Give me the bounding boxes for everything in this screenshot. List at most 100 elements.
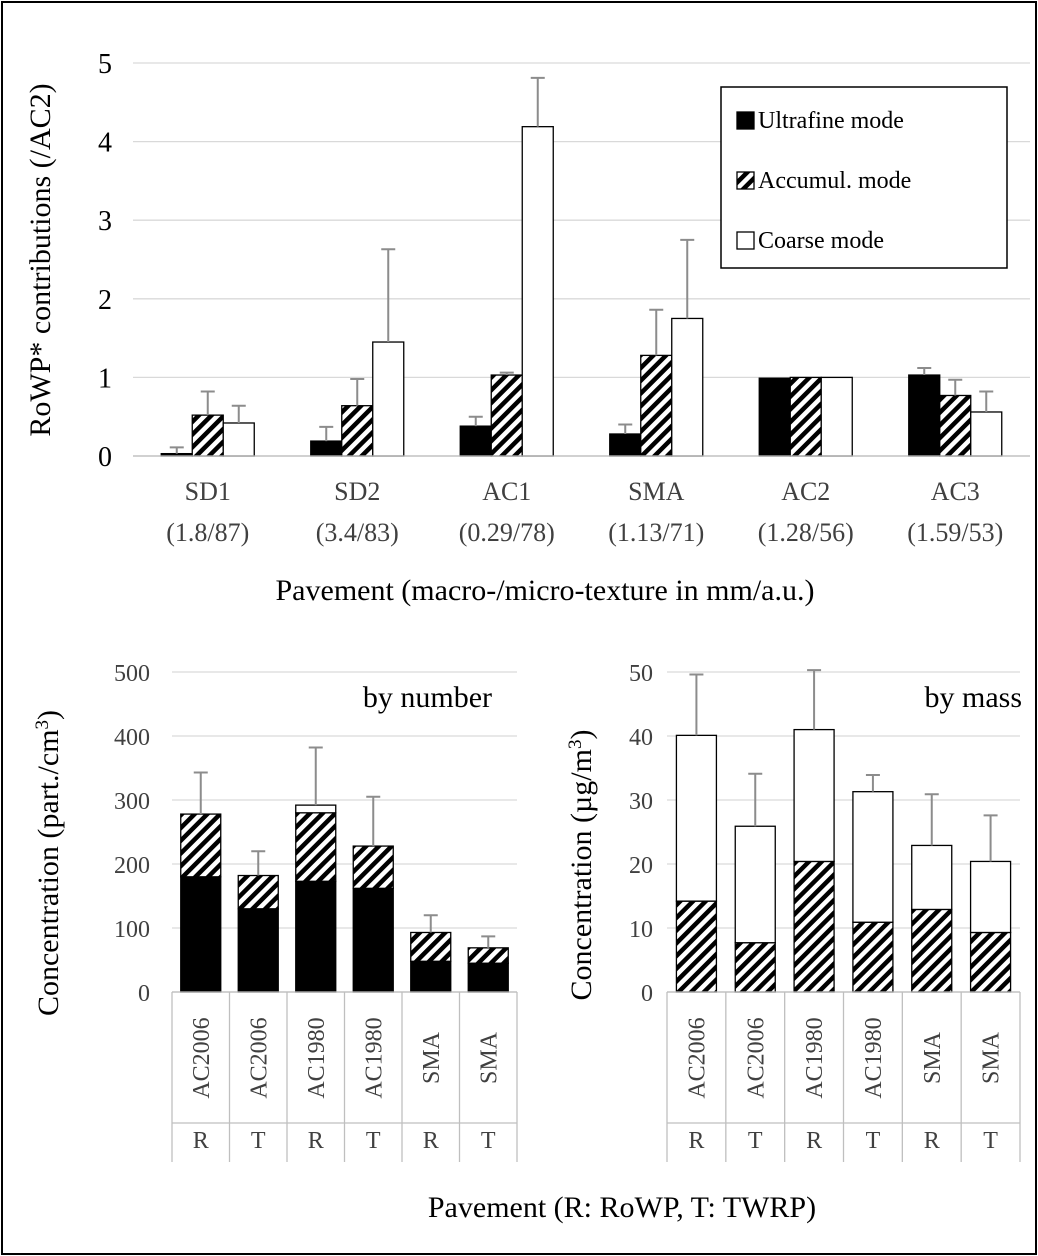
error-bar <box>366 795 381 847</box>
error-bar <box>979 390 994 412</box>
number-bars <box>171 746 518 1162</box>
mass-y-tick-labels: 0 10 20 30 40 50 <box>629 661 653 1007</box>
legend-swatch-accumul <box>736 171 755 190</box>
error-bar <box>381 248 396 343</box>
top-x-tick-label: SD2 <box>334 477 380 506</box>
br-x-tick-label: AC1980 <box>802 1017 828 1098</box>
stack-segment-solid <box>352 887 394 993</box>
top-x-axis-label: Pavement (macro-/micro-texture in mm/a.u… <box>276 574 815 607</box>
error-bar <box>193 771 208 815</box>
error-bar <box>169 446 184 454</box>
bar-hatched <box>640 354 673 457</box>
number-y-axis-label-end: ) <box>32 710 65 720</box>
br-y-tick-label: 50 <box>629 661 653 687</box>
error-bar <box>251 850 266 876</box>
bl-y-tick-label: 400 <box>114 725 150 751</box>
stack-segment-hatched <box>793 860 835 993</box>
bar-open <box>970 411 1003 457</box>
stack-segment-hatched <box>237 874 279 910</box>
br-x-tick-label: SMA <box>979 1031 1005 1084</box>
bar-open <box>820 376 853 457</box>
error-bar <box>865 774 880 792</box>
bottom-x-axis-label: Pavement (R: RoWP, T: TWRP) <box>428 1191 816 1224</box>
br-y-tick-label: 40 <box>629 725 653 751</box>
br-x-code-label: T <box>748 1128 763 1154</box>
mass-y-axis-label-main: Concentration (µg/m <box>565 749 598 1000</box>
bar-solid <box>310 440 343 457</box>
bar-solid <box>908 374 941 457</box>
bl-x-tick-label: SMA <box>476 1031 502 1084</box>
br-y-tick-label: 0 <box>641 981 653 1007</box>
legend-label-coarse: Coarse mode <box>758 228 884 254</box>
br-x-code-label: R <box>924 1128 940 1154</box>
number-y-axis-label: Concentration (part./cm3) <box>32 710 66 1016</box>
mass-y-axis-label-sup: 3 <box>565 740 586 750</box>
bar-hatched <box>341 405 374 457</box>
top-bars <box>133 76 1030 457</box>
error-bar <box>308 746 323 806</box>
stack-segment-hatched <box>734 942 776 993</box>
stack-segment-open <box>852 791 894 923</box>
top-x-tick-label: AC2 <box>781 477 830 506</box>
stack-segment-solid <box>467 962 509 993</box>
br-y-tick-label: 10 <box>629 917 653 943</box>
br-x-code-label: R <box>688 1128 704 1154</box>
legend-swatch-ultrafine <box>736 111 755 130</box>
error-bar <box>917 366 932 376</box>
bl-x-tick-label: AC1980 <box>361 1017 387 1098</box>
top-chart: 0 1 2 3 4 5 SD1 (1.8/87) SD2 (3.4/83) AC1 (0.29/78… <box>24 49 1030 607</box>
stack-segment-hatched <box>911 908 953 993</box>
br-y-tick-label: 20 <box>629 853 653 879</box>
top-x-tick-sublabel: (1.13/71) <box>608 518 704 547</box>
legend-label-ultrafine: Ultrafine mode <box>758 108 904 134</box>
number-y-axis-label-sup: 3 <box>32 720 53 730</box>
top-y-tick-label: 1 <box>98 363 112 394</box>
mass-y-axis-label-end: ) <box>565 730 598 740</box>
mass-chart: 0 10 20 30 40 50 AC2006 R AC2006 T AC1980 R AC1980 T… <box>565 661 1023 1162</box>
br-x-tick-label: SMA <box>920 1031 946 1084</box>
top-y-tick-label: 5 <box>98 49 112 80</box>
legend-label-accumul: Accumul. mode <box>758 168 911 194</box>
top-y-tick-labels: 0 1 2 3 4 5 <box>98 49 112 473</box>
mass-y-axis-label: Concentration (µg/m3) <box>565 730 599 1001</box>
bl-y-tick-label: 0 <box>138 981 150 1007</box>
top-y-tick-label: 4 <box>98 128 112 159</box>
bar-hatched <box>939 394 972 457</box>
error-bar <box>924 793 939 846</box>
number-y-axis-label-main: Concentration (part./cm <box>32 729 65 1016</box>
bl-x-code-label: R <box>193 1128 209 1154</box>
error-bar <box>423 914 438 933</box>
mass-bars <box>666 669 1021 1162</box>
stack-segment-hatched <box>352 845 394 889</box>
legend-swatch-coarse <box>736 231 755 250</box>
bl-y-tick-label: 100 <box>114 917 150 943</box>
br-x-tick-label: AC2006 <box>684 1017 710 1098</box>
error-bar <box>200 390 215 416</box>
br-x-code-label: T <box>983 1128 998 1154</box>
top-x-tick-label: AC1 <box>482 477 531 506</box>
bl-y-tick-label: 300 <box>114 789 150 815</box>
bl-x-code-label: R <box>308 1128 324 1154</box>
stack-segment-open <box>675 734 718 902</box>
stack-segment-hatched <box>295 812 337 882</box>
number-y-tick-labels: 0 100 200 300 400 500 <box>114 661 150 1007</box>
error-bar <box>807 669 822 730</box>
bar-hatched <box>191 414 224 457</box>
stack-segment-open <box>734 825 776 944</box>
br-y-tick-label: 30 <box>629 789 653 815</box>
stack-segment-hatched <box>852 921 894 993</box>
stack-segment-solid <box>237 908 279 993</box>
top-x-tick-sublabel: (1.28/56) <box>758 518 854 547</box>
mass-annotation: by mass <box>925 681 1023 714</box>
error-bar <box>983 814 998 862</box>
top-x-tick-sublabel: (1.59/53) <box>907 518 1003 547</box>
br-x-tick-label: AC2006 <box>743 1017 769 1098</box>
error-bar <box>499 371 514 376</box>
error-bar <box>689 673 704 736</box>
top-x-tick-label: SMA <box>628 477 685 506</box>
top-x-tick-label: AC3 <box>931 477 980 506</box>
error-bar <box>530 76 545 127</box>
top-x-tick-sublabel: (3.4/83) <box>316 518 399 547</box>
